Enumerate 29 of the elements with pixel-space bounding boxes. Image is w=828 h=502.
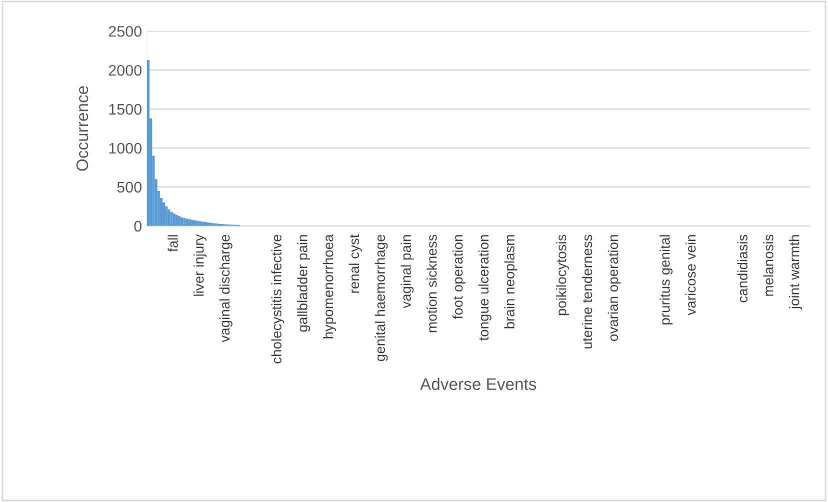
y-axis-title: Occurrence	[76, 86, 88, 171]
x-tick-label: poikilocytosis	[556, 234, 569, 316]
y-tick-label: 1000	[109, 142, 142, 154]
x-tick-label: hypomenorrhoea	[323, 234, 336, 338]
x-axis-title: Adverse Events	[420, 378, 536, 390]
x-tick-label: genital haemorrhage	[374, 234, 388, 362]
x-tick-label: gallbladder pain	[297, 235, 310, 332]
x-tick-label: liver injury	[194, 234, 207, 296]
x-tick-label: melanosis	[763, 234, 774, 296]
x-tick-label: joint warmth	[789, 235, 802, 310]
x-tick-label: vaginal discharge	[219, 234, 232, 342]
x-tick-label: cholecystitis infective	[271, 234, 284, 364]
y-tick-label: 0	[134, 220, 142, 232]
x-tick-label: ovarian operation	[608, 235, 621, 341]
x-tick-label: tongue ulceration	[478, 235, 492, 341]
x-tick-label: motion sickness	[426, 234, 437, 332]
x-tick-label: pruritus genital	[660, 235, 673, 324]
x-tick-label: foot operation	[452, 235, 466, 319]
x-tick-label: renal cyst	[348, 234, 362, 293]
x-tick-label: vaginal pain	[400, 235, 414, 308]
x-tick-label: varicose vein	[686, 235, 696, 316]
x-tick-label: fall	[168, 235, 178, 252]
y-tick-label: 2500	[108, 26, 142, 37]
y-tick-label: 2000	[108, 64, 142, 76]
y-tick-label: 1500	[109, 104, 142, 115]
y-tick-label: 500	[117, 182, 142, 193]
x-tick-label: uterine tenderness	[582, 234, 592, 348]
x-tick-label: brain neoplasm	[504, 235, 518, 328]
x-tick-label: candidiasis	[737, 234, 748, 302]
